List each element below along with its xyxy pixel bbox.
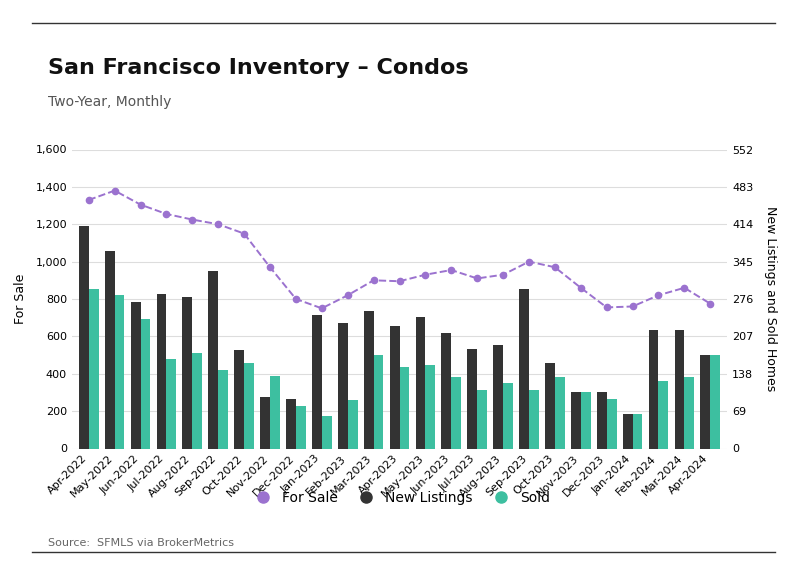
For Sale [628,303,638,310]
Bar [114,296,125,448]
For Sale [317,305,327,312]
Bar [597,392,606,448]
For Sale [136,201,145,208]
Text: Two-Year, Monthly: Two-Year, Monthly [48,95,171,109]
Bar [157,294,166,449]
Bar [442,332,451,448]
For Sale [524,258,534,265]
Bar [606,399,617,448]
Legend: For Sale, New Listings, Sold: For Sale, New Listings, Sold [244,485,555,511]
For Sale [576,285,586,291]
For Sale [472,275,482,282]
For Sale [550,264,559,271]
Bar [209,271,218,448]
For Sale [291,296,300,302]
Bar [374,355,384,448]
Bar [322,416,332,448]
Bar [622,414,633,448]
For Sale [240,230,249,237]
Bar [166,359,177,448]
For Sale [447,267,456,274]
For Sale [420,271,430,278]
Bar [218,370,228,448]
Text: Source:  SFMLS via BrokerMetrics: Source: SFMLS via BrokerMetrics [48,538,234,547]
Bar [467,350,477,448]
Y-axis label: New Listings and Sold Homes: New Listings and Sold Homes [765,206,777,392]
For Sale [680,285,690,291]
Line: For Sale: For Sale [85,187,714,312]
Y-axis label: For Sale: For Sale [14,274,27,324]
For Sale [161,210,171,217]
Bar [270,375,280,448]
Bar [674,330,685,448]
Bar [244,363,254,448]
For Sale [84,197,93,204]
For Sale [343,292,352,299]
Bar [105,251,114,448]
Bar [312,315,322,448]
Bar [260,397,270,449]
Bar [425,365,435,448]
Bar [649,330,658,448]
Bar [338,323,348,448]
Bar [182,297,193,448]
Bar [79,226,89,448]
Bar [364,311,374,448]
Bar [571,392,581,448]
For Sale [109,187,119,194]
For Sale [706,300,715,307]
Bar [348,400,357,448]
For Sale [602,304,611,311]
Bar [193,353,202,448]
Bar [451,377,461,448]
Bar [710,355,720,448]
For Sale [654,292,663,299]
Bar [390,326,400,448]
Bar [89,289,98,448]
Bar [581,392,590,448]
Bar [555,377,565,448]
Bar [141,319,150,448]
Bar [296,405,306,449]
Bar [400,367,409,448]
Bar [545,362,555,448]
Bar [234,350,244,448]
Bar [519,289,529,448]
For Sale [395,278,404,285]
For Sale [213,221,223,228]
Bar [503,383,513,449]
Bar [529,390,539,448]
Bar [131,302,141,448]
Bar [658,381,668,448]
Bar [685,378,694,448]
Bar [493,345,503,448]
Bar [701,355,710,448]
For Sale [188,216,197,223]
Text: San Francisco Inventory – Condos: San Francisco Inventory – Condos [48,58,468,78]
For Sale [369,277,379,283]
Bar [415,317,425,448]
For Sale [499,271,508,278]
For Sale [265,264,275,271]
Bar [286,399,296,448]
Bar [633,414,642,448]
Bar [477,390,487,448]
